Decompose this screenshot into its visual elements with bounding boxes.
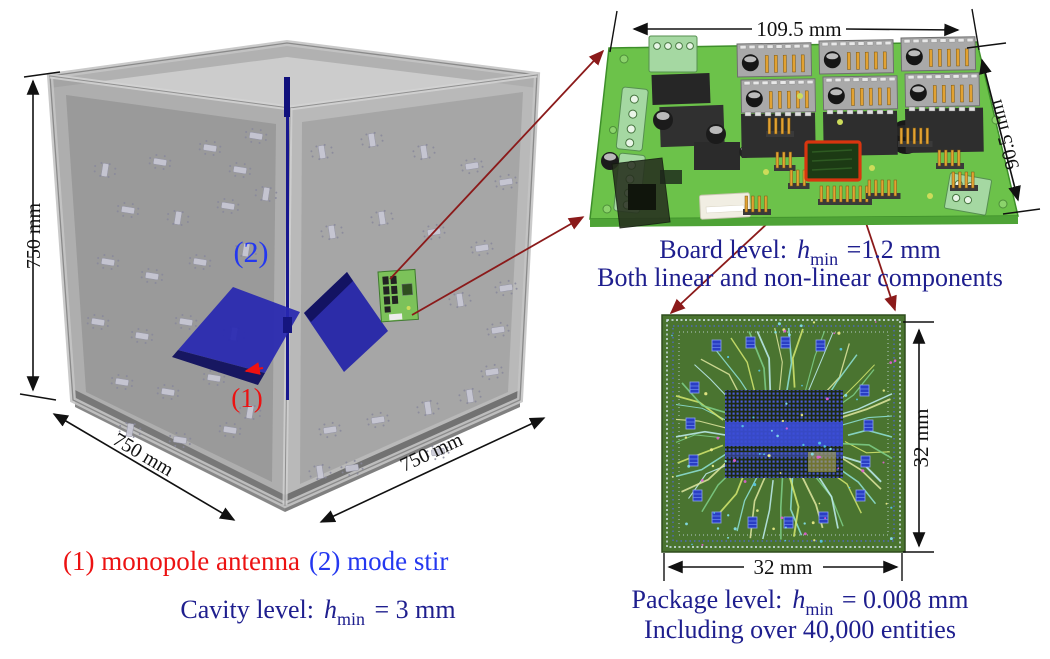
dimension-cavity-height: 750 mm bbox=[19, 71, 61, 401]
callout-pcb-to-board-top bbox=[389, 49, 605, 280]
cavity-left-panel bbox=[66, 95, 276, 482]
board-caption-line2: Both linear and non-linear components bbox=[597, 263, 1003, 292]
package-caption-line2: Including over 40,000 entities bbox=[644, 615, 956, 644]
board-terminal-top bbox=[648, 35, 698, 73]
svg-text:109.5 mm: 109.5 mm bbox=[756, 17, 841, 41]
package-die bbox=[725, 390, 843, 478]
board-highlighted-chip bbox=[804, 140, 862, 182]
board-relay-modules bbox=[736, 36, 984, 158]
board-terminal-right bbox=[944, 172, 992, 216]
stirrer-tag: (2) bbox=[234, 236, 269, 269]
stirrer-paddle-left bbox=[178, 287, 300, 373]
pcb-board-3d: 109.5 mm 90.5 mm bbox=[589, 8, 1041, 229]
svg-text:750 mm: 750 mm bbox=[23, 203, 45, 270]
dimension-package-height: 32 mm bbox=[903, 321, 934, 553]
stirrer-shaft-cap bbox=[284, 77, 290, 117]
board-standoffs bbox=[763, 93, 933, 199]
board-caption-line1: Board level: hmin =1.2 mm bbox=[659, 235, 940, 269]
antenna-tag: (1) bbox=[231, 383, 262, 413]
dimension-package-width: 32 mm bbox=[663, 553, 903, 581]
svg-text:32 mm: 32 mm bbox=[754, 555, 813, 579]
package-dots bbox=[671, 321, 897, 546]
callout-pcb-to-board-bottom bbox=[411, 216, 585, 316]
cavity-3d-view: (2) (1) 750 mm 750 mm 750 mm bbox=[19, 39, 546, 523]
dimension-board-width: 109.5 mm bbox=[609, 8, 980, 53]
package-layout-view: 32 mm 32 mm bbox=[661, 314, 934, 581]
svg-text:32 mm: 32 mm bbox=[909, 409, 933, 468]
cavity-wall-components bbox=[86, 128, 518, 481]
cavity-caption: Cavity level: hmin = 3 mm bbox=[180, 595, 455, 629]
board-relay-black-1 bbox=[651, 72, 711, 106]
package-pads bbox=[685, 336, 874, 529]
board-white-slot bbox=[699, 192, 751, 220]
cavity-pcb bbox=[377, 268, 419, 323]
package-caption-line1: Package level: hmin = 0.008 mm bbox=[631, 585, 968, 619]
stirrer-paddle-right-edge bbox=[304, 272, 353, 322]
board-usb-connector bbox=[611, 157, 682, 229]
monopole-antenna-arrow bbox=[244, 362, 264, 375]
stirrer-hub bbox=[283, 317, 292, 333]
mode-stirrer bbox=[172, 77, 388, 400]
stirrer-paddle-left-edge bbox=[172, 350, 265, 385]
board-edge bbox=[590, 216, 1018, 227]
cavity-legend: (1) monopole antenna (2) mode stir bbox=[63, 546, 448, 576]
board-pin-headers bbox=[743, 117, 978, 215]
board-relay-black-3 bbox=[694, 142, 740, 170]
